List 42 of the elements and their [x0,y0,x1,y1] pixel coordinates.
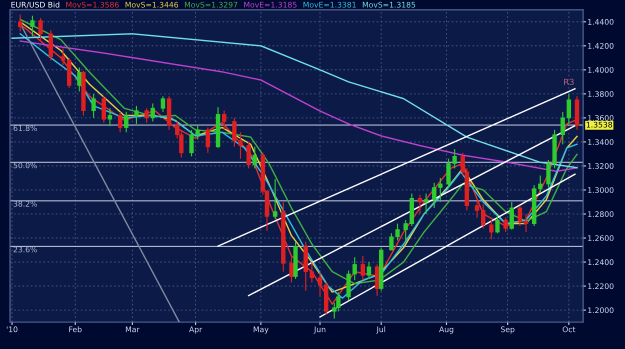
candlestick [102,96,106,124]
candlestick [30,15,35,37]
candlestick [424,193,428,215]
candlestick [503,217,508,233]
candlestick [206,126,210,154]
candlestick [222,110,226,130]
candlestick [446,158,451,188]
candlestick [195,124,200,140]
candlestick [389,232,394,251]
candlestick [189,129,194,157]
candlestick [144,108,149,124]
candlestick [134,105,139,124]
candlestick [246,141,251,169]
candlestick [124,111,128,133]
candlestick [108,108,112,127]
candlestick [118,111,122,133]
candlestick [524,213,528,233]
annotation: R3 [564,78,574,86]
candlestick [238,132,243,160]
candlestick [510,201,514,230]
candlestick [232,117,237,148]
candlestick [77,66,82,92]
candlestick [150,102,155,122]
candlestick [366,262,372,280]
candlestick [374,264,380,296]
candlestick [495,216,500,234]
candlestick [452,148,457,169]
candlestick [481,204,486,229]
candlestick [272,178,278,220]
candlestick [160,96,166,112]
candlestick [474,200,480,218]
candlestick [546,159,551,188]
candlestick [360,255,366,281]
candlestick [252,146,257,169]
candlestick [38,18,43,40]
candlestick [518,205,522,227]
candlestick [91,93,96,118]
candlestick [18,14,22,32]
candlestick [48,30,53,61]
candlestick [418,194,422,215]
candlestick [489,219,494,240]
candlestick [289,256,294,284]
